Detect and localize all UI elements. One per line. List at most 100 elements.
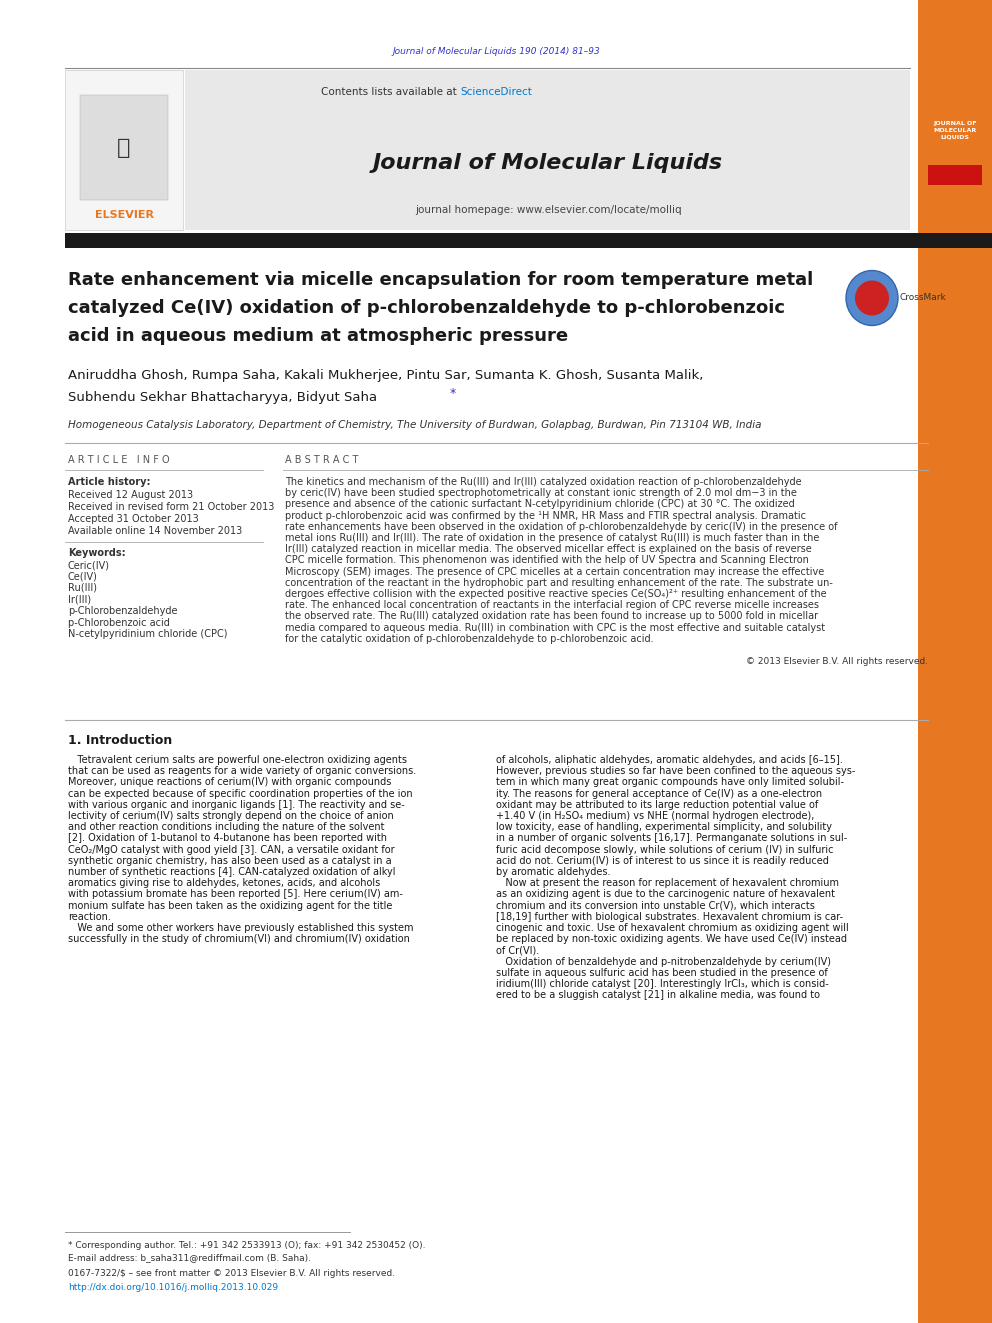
Text: Received 12 August 2013: Received 12 August 2013 <box>68 490 193 500</box>
Bar <box>928 165 982 185</box>
Text: Article history:: Article history: <box>68 478 151 487</box>
Text: with various organic and inorganic ligands [1]. The reactivity and se-: with various organic and inorganic ligan… <box>68 800 405 810</box>
Text: presence and absence of the cationic surfactant N-cetylpyridinium chloride (CPC): presence and absence of the cationic sur… <box>285 499 795 509</box>
Text: Subhendu Sekhar Bhattacharyya, Bidyut Saha: Subhendu Sekhar Bhattacharyya, Bidyut Sa… <box>68 390 377 404</box>
Text: that can be used as reagents for a wide variety of organic conversions.: that can be used as reagents for a wide … <box>68 766 417 777</box>
Text: concentration of the reactant in the hydrophobic part and resulting enhancement : concentration of the reactant in the hyd… <box>285 578 833 587</box>
Text: for the catalytic oxidation of p-chlorobenzaldehyde to p-chlorobenzoic acid.: for the catalytic oxidation of p-chlorob… <box>285 634 654 644</box>
Text: *: * <box>450 388 456 401</box>
Ellipse shape <box>846 270 898 325</box>
Text: product p-chlorobenzoic acid was confirmed by the ¹H NMR, HR Mass and FTIR spect: product p-chlorobenzoic acid was confirm… <box>285 511 806 520</box>
Text: Microscopy (SEM) images. The presence of CPC micelles at a certain concentration: Microscopy (SEM) images. The presence of… <box>285 566 824 577</box>
Text: Ru(III): Ru(III) <box>68 583 97 593</box>
Text: aromatics giving rise to aldehydes, ketones, acids, and alcohols: aromatics giving rise to aldehydes, keto… <box>68 878 380 888</box>
Bar <box>918 70 992 230</box>
Text: ered to be a sluggish catalyst [21] in alkaline media, was found to: ered to be a sluggish catalyst [21] in a… <box>496 990 820 1000</box>
Text: ity. The reasons for general acceptance of Ce(IV) as a one-electron: ity. The reasons for general acceptance … <box>496 789 822 799</box>
Text: We and some other workers have previously established this system: We and some other workers have previousl… <box>68 923 414 933</box>
Bar <box>65 70 183 230</box>
Text: ScienceDirect: ScienceDirect <box>460 87 532 97</box>
Text: with potassium bromate has been reported [5]. Here cerium(IV) am-: with potassium bromate has been reported… <box>68 889 403 900</box>
Text: and other reaction conditions including the nature of the solvent: and other reaction conditions including … <box>68 822 385 832</box>
Text: * Corresponding author. Tel.: +91 342 2533913 (O); fax: +91 342 2530452 (O).: * Corresponding author. Tel.: +91 342 25… <box>68 1241 426 1249</box>
Text: of alcohols, aliphatic aldehydes, aromatic aldehydes, and acids [6–15].: of alcohols, aliphatic aldehydes, aromat… <box>496 755 843 765</box>
Text: low toxicity, ease of handling, experimental simplicity, and solubility: low toxicity, ease of handling, experime… <box>496 822 832 832</box>
Bar <box>185 70 910 230</box>
Text: successfully in the study of chromium(VI) and chromium(IV) oxidation: successfully in the study of chromium(VI… <box>68 934 410 945</box>
Text: Contents lists available at: Contents lists available at <box>321 87 460 97</box>
Text: acid do not. Cerium(IV) is of interest to us since it is readily reduced: acid do not. Cerium(IV) is of interest t… <box>496 856 829 865</box>
Text: Ceric(IV): Ceric(IV) <box>68 560 110 570</box>
Ellipse shape <box>855 280 889 315</box>
Text: as an oxidizing agent is due to the carcinogenic nature of hexavalent: as an oxidizing agent is due to the carc… <box>496 889 835 900</box>
Text: The kinetics and mechanism of the Ru(III) and Ir(III) catalyzed oxidation reacti: The kinetics and mechanism of the Ru(III… <box>285 478 802 487</box>
Text: Moreover, unique reactions of cerium(IV) with organic compounds: Moreover, unique reactions of cerium(IV)… <box>68 778 392 787</box>
Text: Journal of Molecular Liquids 190 (2014) 81–93: Journal of Molecular Liquids 190 (2014) … <box>392 48 600 57</box>
Text: 🌳: 🌳 <box>117 138 131 157</box>
Text: Ir(III) catalyzed reaction in micellar media. The observed micellar effect is ex: Ir(III) catalyzed reaction in micellar m… <box>285 544 811 554</box>
Bar <box>80 95 168 200</box>
Text: JOURNAL OF
MOLECULAR
LIQUIDS: JOURNAL OF MOLECULAR LIQUIDS <box>933 120 977 139</box>
Text: Accepted 31 October 2013: Accepted 31 October 2013 <box>68 515 198 524</box>
Text: catalyzed Ce(IV) oxidation of p-chlorobenzaldehyde to p-chlorobenzoic: catalyzed Ce(IV) oxidation of p-chlorobe… <box>68 299 785 318</box>
Text: oxidant may be attributed to its large reduction potential value of: oxidant may be attributed to its large r… <box>496 800 818 810</box>
Text: Keywords:: Keywords: <box>68 548 126 558</box>
Text: N-cetylpyridinium chloride (CPC): N-cetylpyridinium chloride (CPC) <box>68 628 227 639</box>
Text: 0167-7322/$ – see front matter © 2013 Elsevier B.V. All rights reserved.: 0167-7322/$ – see front matter © 2013 El… <box>68 1270 395 1278</box>
Text: [2]. Oxidation of 1-butanol to 4-butanone has been reported with: [2]. Oxidation of 1-butanol to 4-butanon… <box>68 833 387 843</box>
Text: However, previous studies so far have been confined to the aqueous sys-: However, previous studies so far have be… <box>496 766 855 777</box>
Text: dergoes effective collision with the expected positive reactive species Ce(SO₄)²: dergoes effective collision with the exp… <box>285 589 826 599</box>
Text: tem in which many great organic compounds have only limited solubil-: tem in which many great organic compound… <box>496 778 844 787</box>
Text: http://dx.doi.org/10.1016/j.molliq.2013.10.029: http://dx.doi.org/10.1016/j.molliq.2013.… <box>68 1282 278 1291</box>
Text: by ceric(IV) have been studied spectrophotometrically at constant ionic strength: by ceric(IV) have been studied spectroph… <box>285 488 797 499</box>
Text: A R T I C L E   I N F O: A R T I C L E I N F O <box>68 455 170 464</box>
Text: in a number of organic solvents [16,17]. Permanganate solutions in sul-: in a number of organic solvents [16,17].… <box>496 833 847 843</box>
Text: of Cr(VI).: of Cr(VI). <box>496 946 540 955</box>
Text: ELSEVIER: ELSEVIER <box>94 210 154 220</box>
Text: monium sulfate has been taken as the oxidizing agent for the title: monium sulfate has been taken as the oxi… <box>68 901 393 910</box>
Text: iridium(III) chloride catalyst [20]. Interestingly IrCl₃, which is consid-: iridium(III) chloride catalyst [20]. Int… <box>496 979 828 990</box>
Text: CeO₂/MgO catalyst with good yield [3]. CAN, a versatile oxidant for: CeO₂/MgO catalyst with good yield [3]. C… <box>68 844 395 855</box>
Text: 1. Introduction: 1. Introduction <box>68 733 173 746</box>
Text: Rate enhancement via micelle encapsulation for room temperature metal: Rate enhancement via micelle encapsulati… <box>68 271 813 288</box>
Text: p-Chlorobenzoic acid: p-Chlorobenzoic acid <box>68 618 170 627</box>
Text: synthetic organic chemistry, has also been used as a catalyst in a: synthetic organic chemistry, has also be… <box>68 856 392 865</box>
Text: metal ions Ru(III) and Ir(III). The rate of oxidation in the presence of catalys: metal ions Ru(III) and Ir(III). The rate… <box>285 533 819 542</box>
Text: Journal of Molecular Liquids: Journal of Molecular Liquids <box>373 153 723 173</box>
Text: CrossMark: CrossMark <box>900 294 946 303</box>
Text: Received in revised form 21 October 2013: Received in revised form 21 October 2013 <box>68 501 275 512</box>
Bar <box>65 233 992 247</box>
Text: Oxidation of benzaldehyde and p-nitrobenzaldehyde by cerium(IV): Oxidation of benzaldehyde and p-nitroben… <box>496 957 831 967</box>
Text: A B S T R A C T: A B S T R A C T <box>285 455 358 464</box>
Text: Available online 14 November 2013: Available online 14 November 2013 <box>68 527 242 536</box>
Text: rate. The enhanced local concentration of reactants in the interfacial region of: rate. The enhanced local concentration o… <box>285 601 819 610</box>
Text: be replaced by non-toxic oxidizing agents. We have used Ce(IV) instead: be replaced by non-toxic oxidizing agent… <box>496 934 847 945</box>
Text: p-Chlorobenzaldehyde: p-Chlorobenzaldehyde <box>68 606 178 617</box>
Text: Homogeneous Catalysis Laboratory, Department of Chemistry, The University of Bur: Homogeneous Catalysis Laboratory, Depart… <box>68 419 762 430</box>
Text: +1.40 V (in H₂SO₄ medium) vs NHE (normal hydrogen electrode),: +1.40 V (in H₂SO₄ medium) vs NHE (normal… <box>496 811 814 822</box>
Text: cinogenic and toxic. Use of hexavalent chromium as oxidizing agent will: cinogenic and toxic. Use of hexavalent c… <box>496 923 849 933</box>
Text: number of synthetic reactions [4]. CAN-catalyzed oxidation of alkyl: number of synthetic reactions [4]. CAN-c… <box>68 867 396 877</box>
Text: lectivity of cerium(IV) salts strongly depend on the choice of anion: lectivity of cerium(IV) salts strongly d… <box>68 811 394 822</box>
Text: © 2013 Elsevier B.V. All rights reserved.: © 2013 Elsevier B.V. All rights reserved… <box>746 658 928 667</box>
Bar <box>918 0 992 1323</box>
Text: reaction.: reaction. <box>68 912 111 922</box>
Text: media compared to aqueous media. Ru(III) in combination with CPC is the most eff: media compared to aqueous media. Ru(III)… <box>285 623 825 632</box>
Text: acid in aqueous medium at atmospheric pressure: acid in aqueous medium at atmospheric pr… <box>68 327 568 345</box>
Text: sulfate in aqueous sulfuric acid has been studied in the presence of: sulfate in aqueous sulfuric acid has bee… <box>496 968 827 978</box>
Text: furic acid decompose slowly, while solutions of cerium (IV) in sulfuric: furic acid decompose slowly, while solut… <box>496 844 833 855</box>
Text: the observed rate. The Ru(III) catalyzed oxidation rate has been found to increa: the observed rate. The Ru(III) catalyzed… <box>285 611 818 622</box>
Text: Now at present the reason for replacement of hexavalent chromium: Now at present the reason for replacemen… <box>496 878 839 888</box>
Text: Ce(IV): Ce(IV) <box>68 572 98 582</box>
Text: Ir(III): Ir(III) <box>68 594 91 605</box>
Text: can be expected because of specific coordination properties of the ion: can be expected because of specific coor… <box>68 789 413 799</box>
Text: Tetravalent cerium salts are powerful one-electron oxidizing agents: Tetravalent cerium salts are powerful on… <box>68 755 407 765</box>
Text: E-mail address: b_saha311@rediffmail.com (B. Saha).: E-mail address: b_saha311@rediffmail.com… <box>68 1253 311 1262</box>
Text: CPC micelle formation. This phenomenon was identified with the help of UV Spectr: CPC micelle formation. This phenomenon w… <box>285 556 808 565</box>
Text: rate enhancements have been observed in the oxidation of p-chlorobenzaldehyde by: rate enhancements have been observed in … <box>285 521 837 532</box>
Text: journal homepage: www.elsevier.com/locate/molliq: journal homepage: www.elsevier.com/locat… <box>415 205 682 216</box>
Text: by aromatic aldehydes.: by aromatic aldehydes. <box>496 867 610 877</box>
Text: [18,19] further with biological substrates. Hexavalent chromium is car-: [18,19] further with biological substrat… <box>496 912 843 922</box>
Text: Aniruddha Ghosh, Rumpa Saha, Kakali Mukherjee, Pintu Sar, Sumanta K. Ghosh, Susa: Aniruddha Ghosh, Rumpa Saha, Kakali Mukh… <box>68 369 703 381</box>
Text: chromium and its conversion into unstable Cr(V), which interacts: chromium and its conversion into unstabl… <box>496 901 814 910</box>
